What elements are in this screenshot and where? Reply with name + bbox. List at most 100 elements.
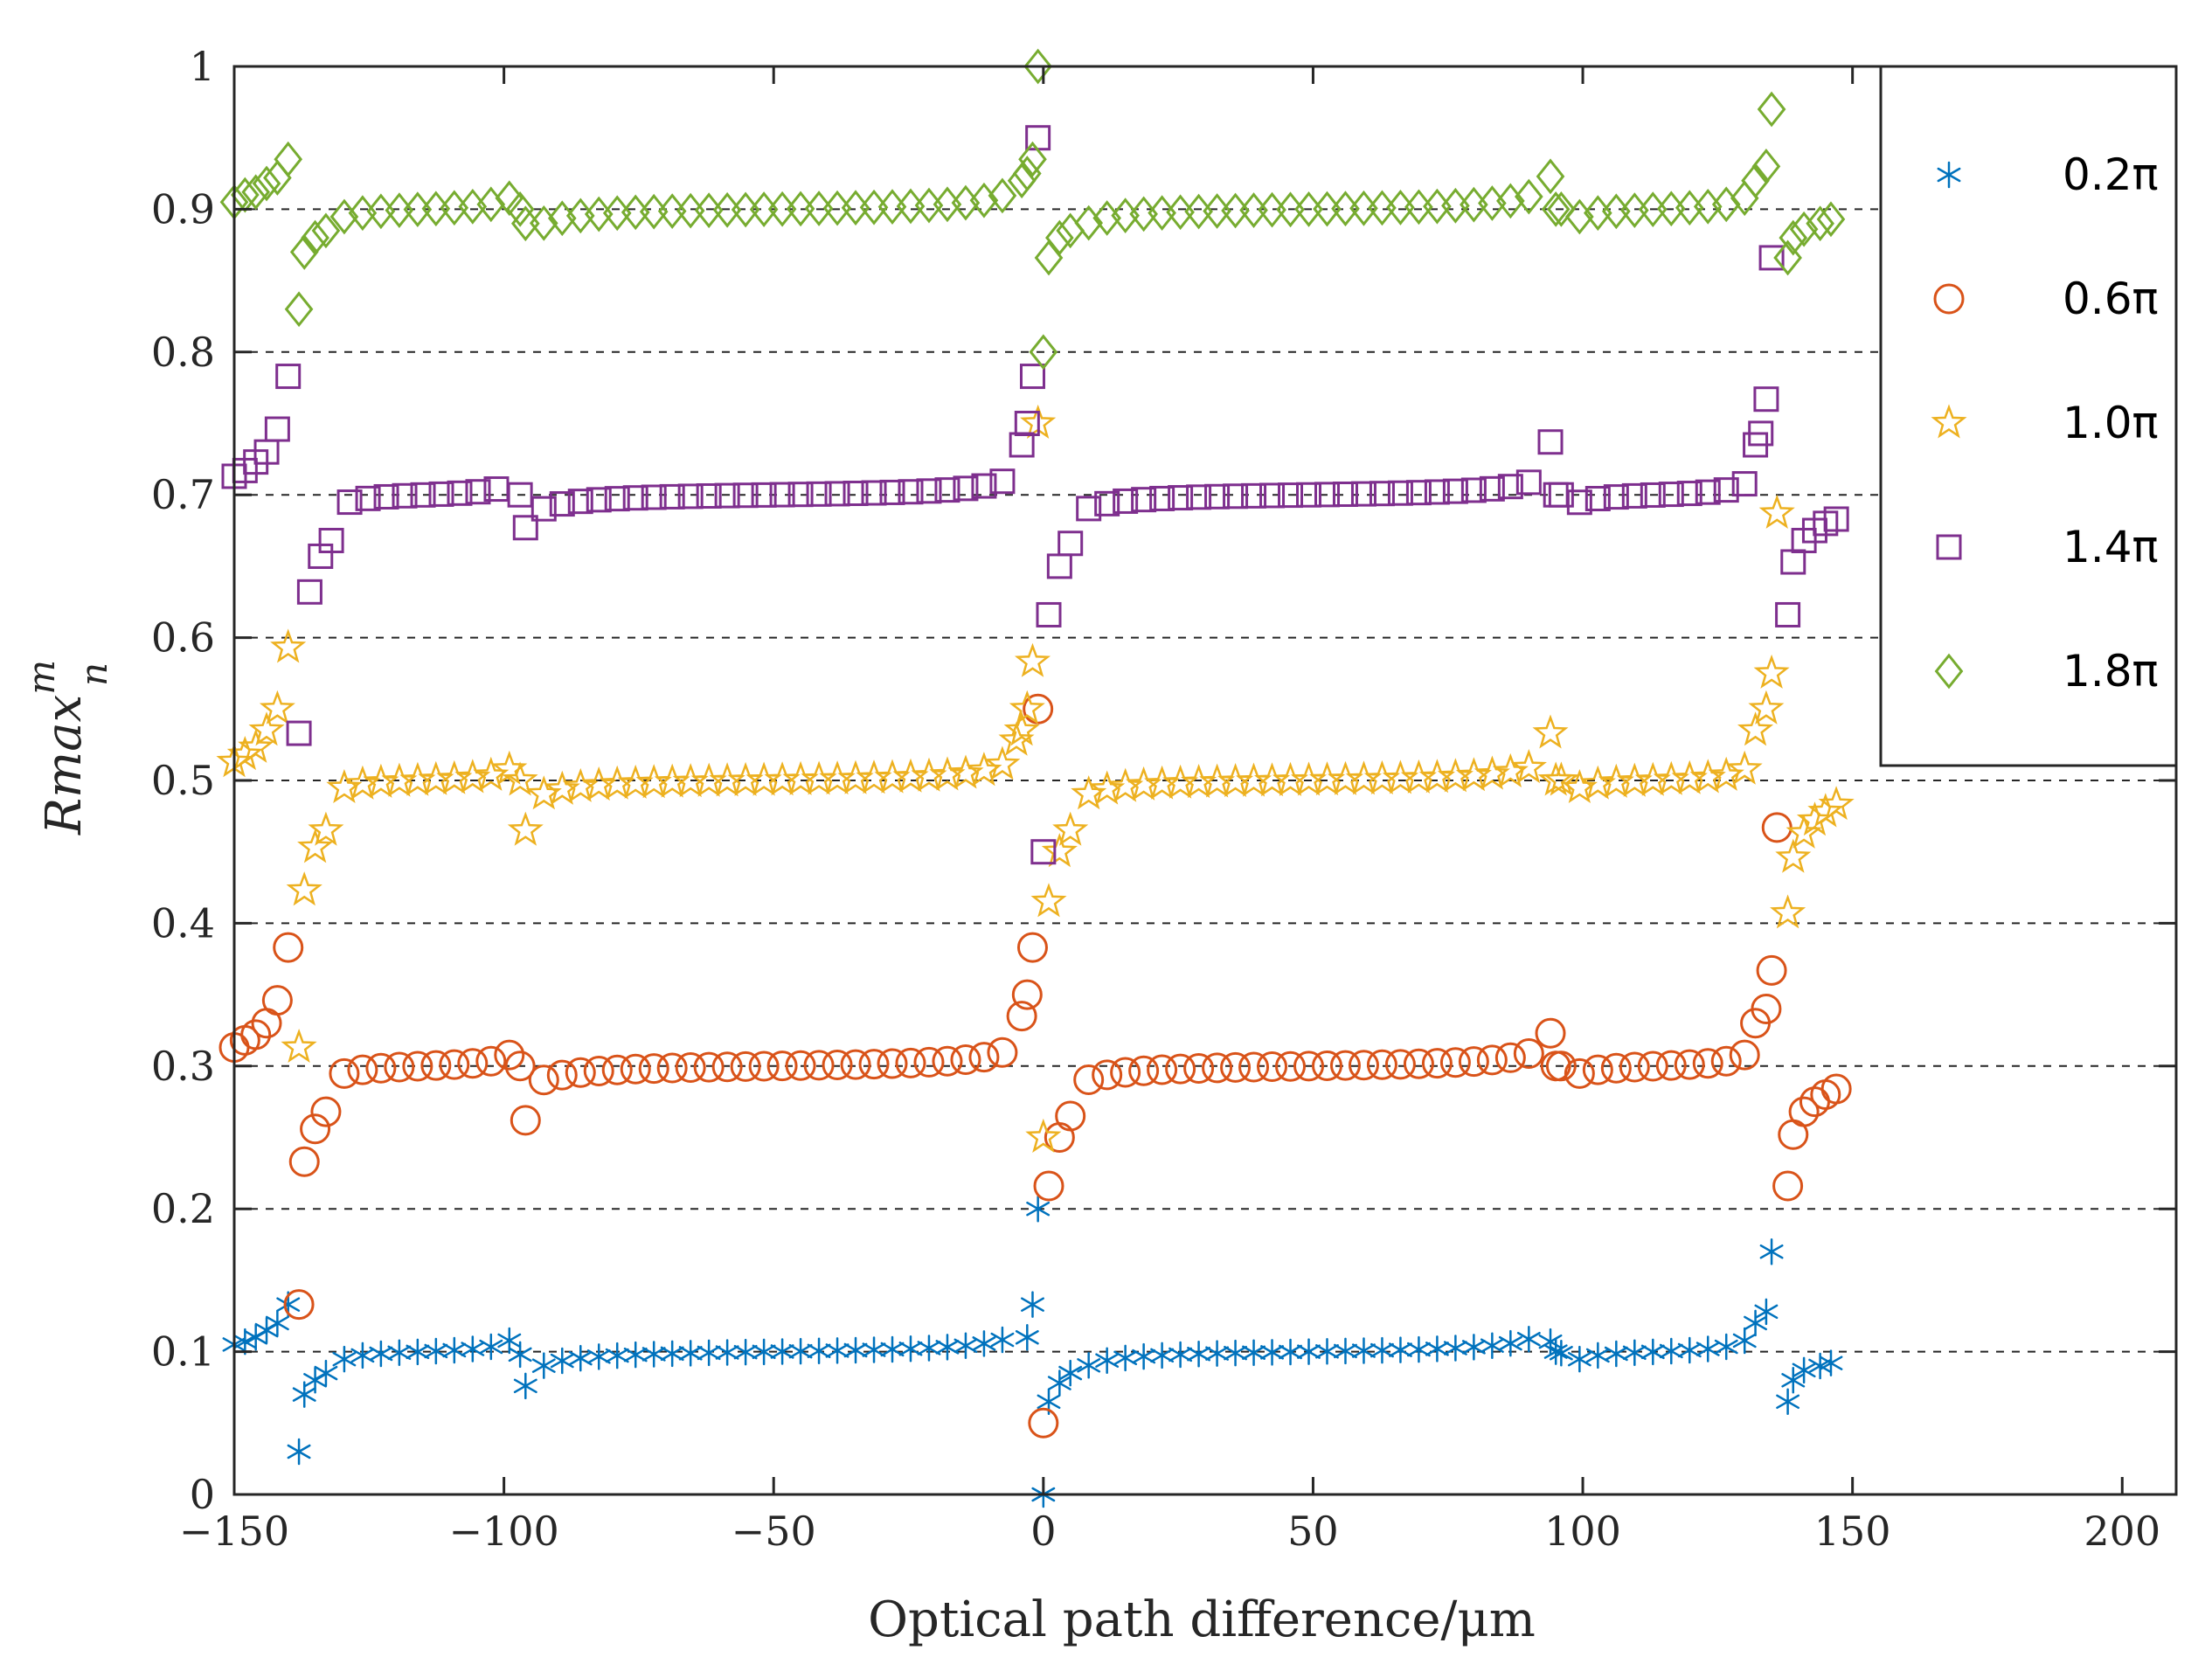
- trend-point-0-10: [332, 1345, 357, 1373]
- data-point-1-2: [240, 1019, 272, 1050]
- trend-point-3-89: [1676, 481, 1702, 507]
- trend-point-1-13: [384, 1051, 415, 1083]
- data-point-4-3: [252, 165, 281, 202]
- trend-point-3-71: [1369, 481, 1395, 507]
- x-tick-label-1: −100: [448, 1508, 558, 1555]
- trend-point-1-71: [1348, 1050, 1379, 1081]
- legend-label-2: 1.0π: [2063, 398, 2159, 448]
- trend-point-2-87: [1598, 763, 1634, 798]
- trend-point-0-74: [1425, 1335, 1449, 1362]
- data-point-0-53: [1047, 1369, 1071, 1397]
- trend-point-0-39: [843, 1336, 868, 1364]
- trend-point-0-18: [479, 1333, 503, 1361]
- data-point-3-49: [1019, 364, 1045, 390]
- trend-point-1-73: [1384, 1049, 1416, 1080]
- trend-point-1-80: [1513, 1037, 1544, 1069]
- data-point-4-94: [1741, 163, 1770, 199]
- data-point-3-9: [318, 527, 344, 553]
- trend-point-2-23: [544, 770, 580, 805]
- trend-point-1-44: [932, 1045, 963, 1077]
- data-point-0-1: [232, 1328, 257, 1356]
- data-point-3-52: [1036, 601, 1062, 627]
- data-point-3-20: [512, 515, 538, 541]
- trend-point-4-80: [1515, 178, 1543, 215]
- y-tick-label-4: 0.4: [151, 899, 215, 946]
- data-point-2-98: [1758, 494, 1795, 529]
- data-point-4-8: [301, 219, 329, 256]
- data-point-1-83: [1545, 1050, 1577, 1082]
- series-0: [222, 1195, 1843, 1508]
- trend-point-0-75: [1443, 1335, 1467, 1362]
- data-point-2-56: [1052, 811, 1089, 846]
- trend-point-1-59: [1128, 1055, 1160, 1086]
- trend-point-3-28: [659, 483, 685, 510]
- trend-point-1-38: [822, 1050, 853, 1081]
- trend-point-3-23: [567, 489, 593, 515]
- trend-point-2-91: [1671, 759, 1708, 794]
- trend-point-3-77: [1479, 475, 1505, 502]
- trend-point-0-91: [1714, 1333, 1738, 1361]
- trend-point-4-19: [495, 180, 524, 217]
- trend-point-3-62: [1204, 483, 1231, 510]
- trend-point-0-35: [770, 1338, 794, 1365]
- data-point-2-21: [507, 811, 544, 846]
- trend-point-2-10: [326, 768, 363, 804]
- trend-point-1-90: [1674, 1049, 1705, 1080]
- trend-point-4-22: [529, 205, 558, 241]
- trend-point-3-72: [1387, 480, 1413, 506]
- trend-point-3-43: [934, 477, 960, 503]
- data-point-0-93: [1744, 1309, 1767, 1337]
- trend-point-2-59: [1107, 767, 1144, 802]
- trend-point-2-79: [1474, 755, 1510, 790]
- trend-point-0-37: [807, 1337, 831, 1365]
- trend-point-0-63: [1224, 1339, 1247, 1367]
- trend-point-2-60: [1126, 766, 1162, 801]
- legend-label-1: 0.6π: [2063, 274, 2159, 324]
- trend-point-1-91: [1692, 1048, 1723, 1079]
- trend-point-2-94: [1726, 750, 1763, 785]
- legend-label-0: 0.2π: [2063, 149, 2159, 200]
- trend-point-2-25: [580, 766, 617, 801]
- trend-point-3-14: [410, 482, 436, 508]
- x-axis-title: Optical path difference/μm: [868, 1591, 1536, 1648]
- trend-point-0-62: [1205, 1340, 1230, 1367]
- trend-point-3-33: [751, 482, 777, 508]
- trend-point-1-12: [365, 1052, 397, 1084]
- trend-point-1-15: [420, 1050, 452, 1081]
- data-point-0-4: [265, 1309, 289, 1337]
- trend-point-1-74: [1403, 1048, 1434, 1079]
- trend-point-1-92: [1710, 1045, 1742, 1077]
- trend-point-1-93: [1729, 1039, 1760, 1071]
- data-point-4-99: [1789, 211, 1819, 247]
- trend-point-1-45: [950, 1044, 981, 1075]
- trend-point-3-26: [622, 485, 648, 511]
- data-point-2-50: [1009, 690, 1045, 725]
- trend-point-1-66: [1257, 1051, 1288, 1083]
- trend-point-0-36: [788, 1337, 813, 1365]
- data-point-2-3: [248, 711, 285, 746]
- data-point-3-51: [1030, 839, 1057, 865]
- data-point-4-1: [231, 177, 260, 213]
- trend-point-0-29: [660, 1340, 684, 1368]
- trend-point-3-13: [392, 482, 418, 509]
- trend-point-0-64: [1242, 1339, 1265, 1366]
- trend-point-3-30: [696, 482, 722, 509]
- data-point-2-55: [1041, 833, 1078, 868]
- x-tick-label-6: 150: [1814, 1508, 1891, 1555]
- x-tick-label-7: 200: [2084, 1508, 2160, 1555]
- data-point-2-7: [286, 871, 322, 906]
- trend-point-4-47: [988, 177, 1017, 214]
- data-point-3-94: [1748, 420, 1774, 447]
- trend-point-1-64: [1220, 1051, 1252, 1083]
- legend-marker-0: [1937, 161, 1961, 189]
- data-point-1-50: [1016, 932, 1048, 963]
- trend-point-0-28: [641, 1341, 666, 1368]
- trend-point-0-69: [1334, 1337, 1357, 1365]
- trend-point-0-86: [1622, 1339, 1647, 1367]
- data-point-4-96: [1757, 91, 1786, 128]
- trend-point-1-17: [457, 1048, 489, 1079]
- data-point-2-2: [238, 728, 274, 763]
- trend-point-3-84: [1584, 486, 1611, 512]
- trend-point-3-11: [355, 485, 381, 511]
- trend-point-0-34: [752, 1338, 776, 1366]
